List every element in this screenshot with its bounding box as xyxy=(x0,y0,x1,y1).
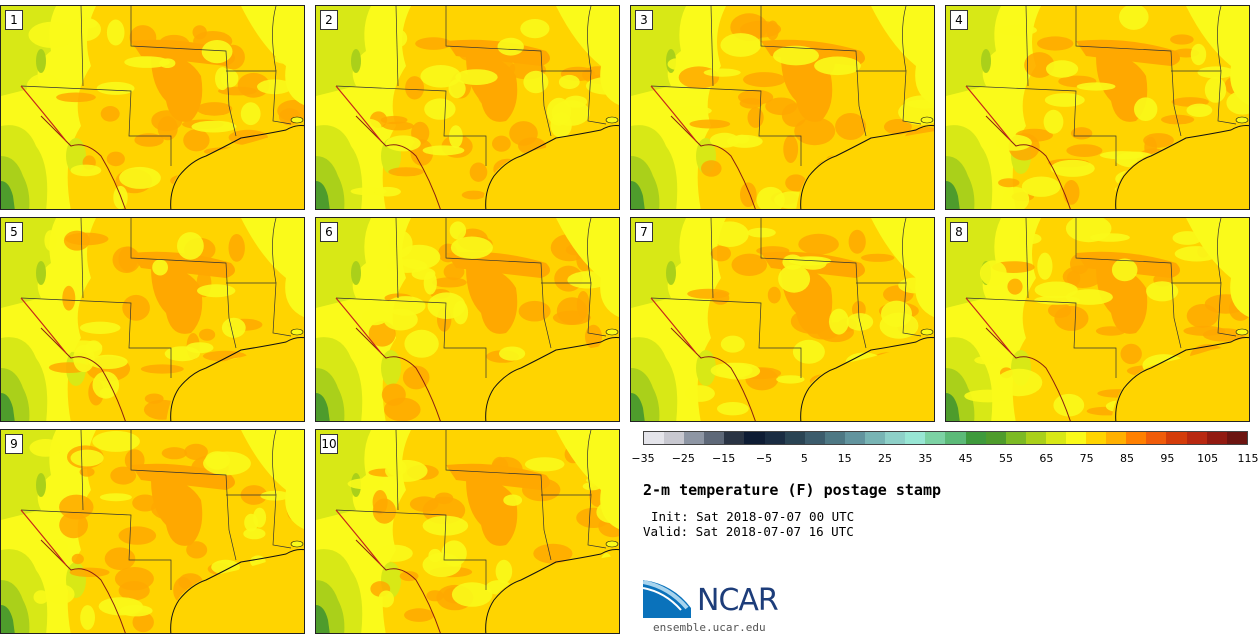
colorbar-swatch xyxy=(684,432,705,444)
colorbar-tick-label: −25 xyxy=(671,452,695,465)
member-panel: 8 xyxy=(945,217,1250,422)
colorbar-tick-label: −15 xyxy=(712,452,736,465)
colorbar-tick-label: 105 xyxy=(1197,452,1219,465)
colorbar-swatch xyxy=(644,432,665,444)
member-panel: 6 xyxy=(315,217,620,422)
colorbar-tick-label: 15 xyxy=(837,452,852,465)
temperature-map xyxy=(946,6,1249,209)
temperature-map xyxy=(1,6,304,209)
member-label: 6 xyxy=(320,222,338,242)
colorbar-swatch xyxy=(764,432,785,444)
valid-time: Valid: Sat 2018-07-07 16 UTC xyxy=(643,524,854,539)
colorbar-swatch xyxy=(844,432,866,444)
colorbar-tick-label: 65 xyxy=(1039,452,1054,465)
temperature-map xyxy=(316,6,619,209)
colorbar-swatch xyxy=(925,432,946,444)
colorbar-swatch xyxy=(744,432,765,444)
colorbar-swatch xyxy=(1025,432,1046,444)
member-label: 9 xyxy=(5,434,23,454)
colorbar-swatch xyxy=(1166,432,1187,444)
colorbar-swatch xyxy=(1106,432,1127,444)
member-label: 3 xyxy=(635,10,653,30)
temperature-map xyxy=(1,218,304,421)
member-panel: 1 xyxy=(0,5,305,210)
member-label: 2 xyxy=(320,10,338,30)
temperature-map xyxy=(316,218,619,421)
colorbar-swatch xyxy=(1186,432,1207,444)
member-panel: 7 xyxy=(630,217,935,422)
colorbar-swatch xyxy=(1086,432,1107,444)
member-panel: 2 xyxy=(315,5,620,210)
colorbar xyxy=(643,431,1248,445)
colorbar-swatch xyxy=(1226,432,1247,444)
colorbar-swatch xyxy=(664,432,685,444)
colorbar-swatch xyxy=(704,432,725,444)
member-label: 8 xyxy=(950,222,968,242)
colorbar-tick-label: −35 xyxy=(631,452,655,465)
colorbar-swatch xyxy=(905,432,926,444)
temperature-map xyxy=(631,6,934,209)
colorbar-swatch xyxy=(885,432,906,444)
colorbar-swatch xyxy=(965,432,986,444)
member-panel: 5 xyxy=(0,217,305,422)
colorbar-swatch xyxy=(724,432,745,444)
member-panel: 4 xyxy=(945,5,1250,210)
colorbar-swatch xyxy=(865,432,886,444)
logo-wordmark: NCAR xyxy=(697,583,779,618)
member-panel: 10 xyxy=(315,429,620,634)
colorbar-swatch xyxy=(945,432,966,444)
member-label: 5 xyxy=(5,222,23,242)
temperature-map xyxy=(946,218,1249,421)
member-panel: 9 xyxy=(0,429,305,634)
colorbar-tick-label: 85 xyxy=(1120,452,1134,465)
site-url: ensemble.ucar.edu xyxy=(653,621,766,634)
colorbar-tick-label: 45 xyxy=(958,452,973,465)
colorbar-swatch xyxy=(1206,432,1227,444)
plot-title: 2-m temperature (F) postage stamp xyxy=(643,481,942,499)
colorbar-swatch xyxy=(1146,432,1167,444)
member-panel: 3 xyxy=(630,5,935,210)
colorbar-swatch xyxy=(1126,432,1147,444)
colorbar-swatch xyxy=(804,432,825,444)
colorbar-swatch xyxy=(985,432,1006,444)
colorbar-tick-label: 55 xyxy=(999,452,1013,465)
member-label: 10 xyxy=(320,434,338,454)
colorbar-tick-label: −5 xyxy=(755,452,773,465)
ncar-logo-icon xyxy=(643,580,691,618)
member-label: 7 xyxy=(635,222,653,242)
temperature-map xyxy=(631,218,934,421)
member-label: 4 xyxy=(950,10,968,30)
colorbar-tick-label: 25 xyxy=(878,452,892,465)
colorbar-swatch xyxy=(1045,432,1066,444)
colorbar-tick-label: 115 xyxy=(1237,452,1259,465)
colorbar-swatch xyxy=(1065,432,1087,444)
colorbar-tick-label: 5 xyxy=(800,452,808,465)
colorbar-swatch xyxy=(784,432,805,444)
temperature-map xyxy=(316,430,619,633)
colorbar-swatch xyxy=(1005,432,1026,444)
colorbar-swatch xyxy=(824,432,845,444)
colorbar-tick-label: 95 xyxy=(1160,452,1175,465)
init-time: Init: Sat 2018-07-07 00 UTC xyxy=(651,509,855,524)
temperature-map xyxy=(1,430,304,633)
colorbar-tick-label: 35 xyxy=(918,452,933,465)
colorbar-ticks: −35 −25 −15 −5 5 15 25 35 45 55 65 75 85 95 105 115 xyxy=(631,446,1258,468)
colorbar-tick-label: 75 xyxy=(1079,452,1094,465)
member-label: 1 xyxy=(5,10,23,30)
